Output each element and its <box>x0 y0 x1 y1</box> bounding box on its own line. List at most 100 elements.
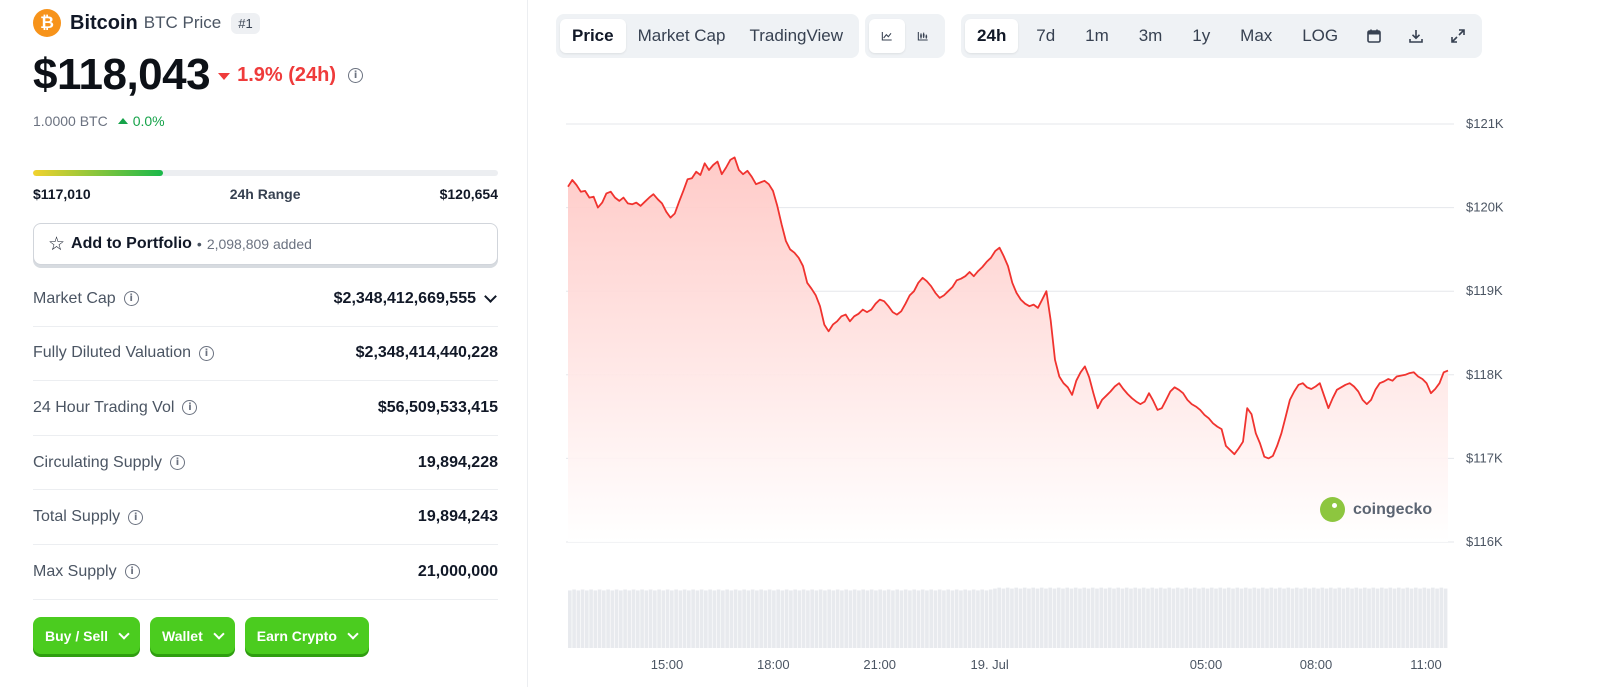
volume-bar <box>1299 588 1303 648</box>
tab-max[interactable]: Max <box>1240 26 1273 45</box>
volume-bar <box>1235 587 1240 648</box>
volume-bar <box>1184 587 1189 648</box>
volume-bar <box>1371 587 1376 648</box>
stat-row-fdv: Fully Diluted Valuation i $2,348,414,440,… <box>33 327 498 382</box>
chevron-down-icon[interactable] <box>484 289 497 303</box>
volume-bar <box>1061 588 1065 648</box>
price-line[interactable] <box>567 156 1449 460</box>
tab-log[interactable]: LOG <box>1302 26 1339 45</box>
volume-bar <box>1214 588 1218 648</box>
buy-sell-button[interactable]: Buy / Sell <box>33 617 141 654</box>
portfolio-count: 2,098,809 added <box>206 236 312 252</box>
price-chart[interactable]: $121K $120K $119K $118K $117K $116K 15:00 18:0… <box>528 60 1538 687</box>
volume-bar <box>963 589 968 648</box>
volume-bar <box>1090 587 1095 648</box>
volume-bar <box>657 589 661 648</box>
volume-bar <box>746 590 751 648</box>
range-high: $120,654 <box>439 186 498 202</box>
wallet-label: Wallet <box>162 627 203 644</box>
tab-24h[interactable]: 24h <box>965 19 1019 53</box>
info-icon[interactable]: i <box>199 345 215 361</box>
star-icon: ☆ <box>48 233 66 255</box>
volume-bar <box>767 589 772 648</box>
info-icon[interactable]: i <box>124 564 140 580</box>
volume-bar <box>648 589 653 648</box>
volume-bar <box>959 590 963 648</box>
volume-bar <box>908 590 912 648</box>
volume-bar <box>1018 588 1023 648</box>
candlestick-icon[interactable] <box>905 19 941 53</box>
coingecko-watermark: coingecko <box>1320 497 1432 522</box>
volume-bar <box>1197 588 1201 648</box>
stat-label: 24 Hour Trading Vol <box>33 398 175 416</box>
volume-bar <box>708 589 712 648</box>
volume-bar <box>597 589 602 648</box>
tab-market-cap[interactable]: Market Cap <box>637 26 726 45</box>
volume-bar <box>1282 588 1286 648</box>
info-icon[interactable]: i <box>169 455 185 471</box>
tab-3m[interactable]: 3m <box>1138 26 1163 45</box>
volume-bar <box>1052 588 1057 648</box>
volume-bar <box>1073 587 1078 648</box>
wallet-button[interactable]: Wallet <box>150 617 235 654</box>
line-chart-icon[interactable] <box>869 19 906 53</box>
volume-bar <box>1205 588 1210 648</box>
tab-7d[interactable]: 7d <box>1036 26 1056 45</box>
tab-tradingview[interactable]: TradingView <box>749 26 844 45</box>
range-bar <box>33 170 498 176</box>
volume-bar <box>1167 587 1172 648</box>
calendar-icon[interactable] <box>1356 19 1392 53</box>
volume-bar <box>1248 588 1252 648</box>
volume-bar <box>1120 588 1125 648</box>
volume-bar <box>831 590 836 648</box>
volume-bar <box>1082 587 1087 648</box>
volume-bar <box>1418 588 1422 648</box>
volume-bar <box>929 589 934 648</box>
info-icon[interactable]: i <box>348 67 364 83</box>
volume-bar <box>1277 587 1282 648</box>
buy-sell-label: Buy / Sell <box>45 627 109 644</box>
x-tick-label: 08:00 <box>1300 657 1333 672</box>
volume-bar <box>1252 587 1257 648</box>
add-to-portfolio-button[interactable]: ☆ Add to Portfolio • 2,098,809 added <box>33 223 498 265</box>
stat-value: 19,894,243 <box>417 508 498 526</box>
volume-bar <box>1341 588 1346 648</box>
info-icon[interactable]: i <box>128 509 144 525</box>
tab-1m[interactable]: 1m <box>1085 26 1109 45</box>
volume-bar <box>1014 587 1019 648</box>
y-tick-label: $121K <box>1466 116 1504 131</box>
volume-bar <box>1413 587 1418 648</box>
volume-bar <box>1265 588 1269 648</box>
volume-bar <box>1320 587 1325 648</box>
market-cap-value[interactable]: $2,348,412,669,555 <box>334 290 498 308</box>
volume-bar <box>874 590 878 648</box>
info-icon[interactable]: i <box>123 291 139 307</box>
tab-price[interactable]: Price <box>560 19 626 53</box>
volume-bar <box>763 590 768 648</box>
coin-header: ₿ Bitcoin BTC Price #1 <box>33 9 260 37</box>
volume-bar <box>1260 587 1265 648</box>
volume-bar <box>980 589 985 648</box>
volume-bar <box>1426 588 1431 648</box>
volume-bar <box>806 590 810 648</box>
info-icon[interactable]: i <box>182 400 198 416</box>
expand-icon[interactable] <box>1440 19 1476 53</box>
volume-bar <box>899 590 904 648</box>
volume-bar <box>861 589 865 648</box>
volume-bar <box>602 590 606 648</box>
volume-bar <box>776 589 780 648</box>
x-tick-label: 18:00 <box>757 657 790 672</box>
y-tick-label: $119K <box>1466 283 1503 298</box>
download-icon[interactable] <box>1398 19 1434 53</box>
volume-bar <box>1022 587 1027 648</box>
volume-bar <box>886 589 891 648</box>
volume-bar <box>925 590 929 648</box>
volume-bar <box>1031 587 1036 648</box>
volume-bar <box>967 590 972 648</box>
volume-bar <box>1069 588 1074 648</box>
volume-bar <box>1243 587 1248 648</box>
tab-1y[interactable]: 1y <box>1192 26 1211 45</box>
earn-crypto-button[interactable]: Earn Crypto <box>244 617 369 654</box>
volume-bar <box>716 589 721 648</box>
volume-bar <box>1226 587 1231 648</box>
